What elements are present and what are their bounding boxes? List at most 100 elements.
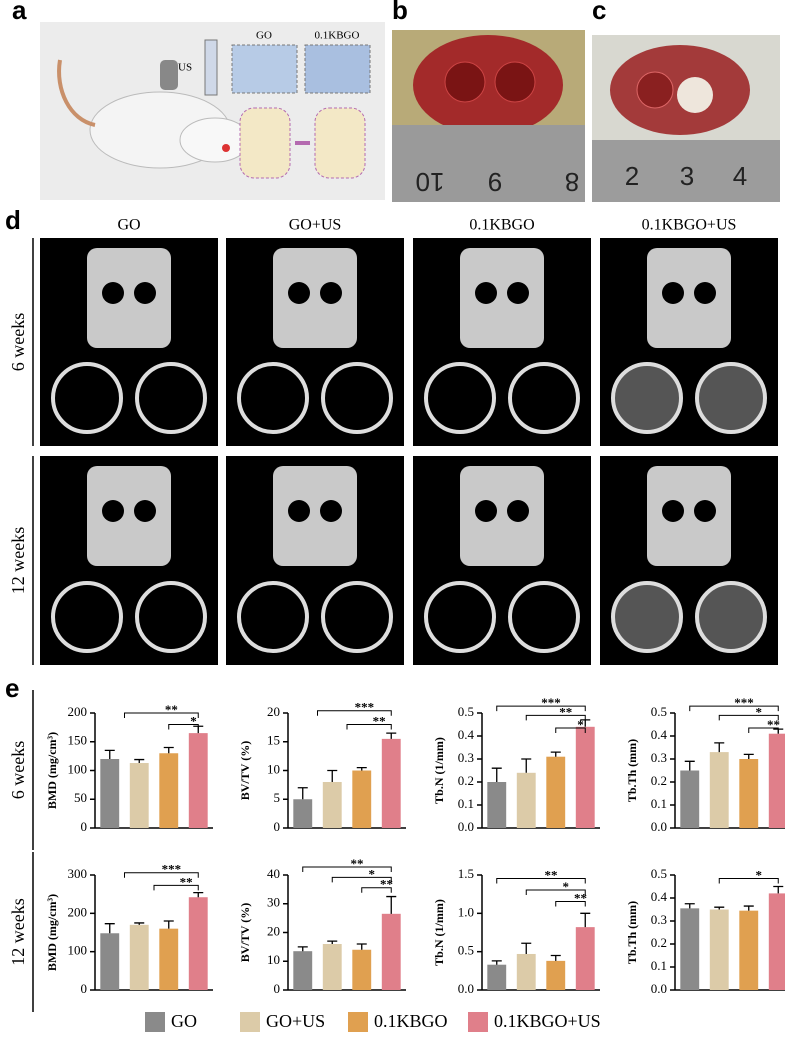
defect-ring [611,362,683,434]
skull [460,248,544,348]
defect-ring [508,581,580,653]
y-tick-label: 10 [267,761,280,776]
y-tick-label: 0.2 [651,773,667,788]
error-bar [580,912,591,928]
ruler-label: 10 [416,167,445,197]
ruler-label: 8 [565,167,579,197]
y-tick-label: 0.4 [651,889,668,904]
significance-label: ** [351,856,364,871]
bar [575,927,595,990]
skull [647,248,731,348]
significance-bracket [153,884,199,891]
bar [159,753,179,828]
error-bar [521,758,532,773]
bar [293,951,313,990]
y-axis-label: BMD (mg/cm³) [45,894,59,971]
significance-label: ** [545,867,558,882]
skull-hole [694,500,716,522]
y-tick-label: 0.0 [458,819,474,834]
ruler-label: 3 [680,161,694,191]
panel-label: d [5,205,21,235]
panel-label: e [5,673,19,703]
significance-label: *** [734,695,754,710]
row-label: 6 weeks [8,313,28,371]
y-tick-label: 10 [267,952,280,967]
significance-label: ** [559,704,572,719]
y-tick-label: 0.5 [651,704,667,719]
legend-label: GO [171,1011,197,1031]
significance-bracket [168,724,199,730]
bar [293,799,313,828]
significance-label: *** [355,700,375,715]
row-label: 12 weeks [8,898,28,965]
legend-label: 0.1KBGO+US [494,1011,601,1031]
skull [647,466,731,566]
significance-bracket [496,878,586,884]
legend-swatch [240,1012,260,1032]
row-label: 6 weeks [8,741,28,799]
y-tick-label: 5 [274,790,281,805]
error-bar [327,769,338,782]
bar [487,782,507,828]
error-bar [684,903,695,909]
bar [680,770,700,828]
skull-hole [694,282,716,304]
bar [680,908,700,990]
bar [546,960,566,990]
defect-ring [237,581,309,653]
defect [444,61,486,103]
y-tick-label: 150 [68,733,88,748]
skull [273,248,357,348]
error-bar [356,766,367,771]
bar [322,782,342,828]
y-tick-label: 100 [68,761,88,776]
defect-ring [695,362,767,434]
gel-label: GO [256,30,272,42]
y-tick-label: 1.5 [458,866,474,881]
y-tick-label: 0.3 [458,750,474,765]
error-bar [163,920,174,929]
column-header: 0.1KBGO [469,217,534,234]
y-tick-label: 0.2 [458,773,474,788]
error-bar [104,749,115,759]
skull-hole [475,500,497,522]
y-tick-label: 0.0 [651,819,667,834]
y-tick-label: 0 [81,819,88,834]
y-axis-label: Tb.N (1/mm) [432,899,446,966]
rat-tail [57,59,96,127]
skull [87,248,171,348]
bar [100,759,120,828]
significance-bracket [361,887,392,893]
bar [352,949,372,990]
bar [709,752,729,828]
row-label: 12 weeks [8,527,28,594]
skull-hole [102,500,124,522]
error-bar [743,753,754,759]
bar [129,763,149,828]
y-tick-label: 200 [68,704,88,719]
y-tick-label: 0.4 [651,727,668,742]
defect-ring [611,581,683,653]
significance-bracket [124,872,199,878]
y-axis-label: BV/TV (%) [238,903,252,962]
y-tick-label: 15 [267,733,280,748]
skull-icon [239,107,291,179]
defect-ring [51,362,123,434]
y-tick-label: 0 [274,819,281,834]
y-tick-label: 40 [267,866,280,881]
significance-bracket [525,889,586,895]
ruler-label: 9 [488,167,502,197]
significance-bracket [718,878,779,884]
bar [516,772,536,828]
bar [129,924,149,990]
defect-ring [695,581,767,653]
y-tick-label: 100 [68,943,88,958]
error-bar [773,885,784,894]
significance-label: ** [380,877,393,892]
error-bar [714,742,725,753]
y-axis-label: Tb.N (1/mm) [432,737,446,804]
column-header: 0.1KBGO+US [642,217,737,234]
legend-swatch [348,1012,368,1032]
legend-label: 0.1KBGO [374,1011,448,1031]
y-axis-label: Tb.Th (mm) [625,739,639,802]
